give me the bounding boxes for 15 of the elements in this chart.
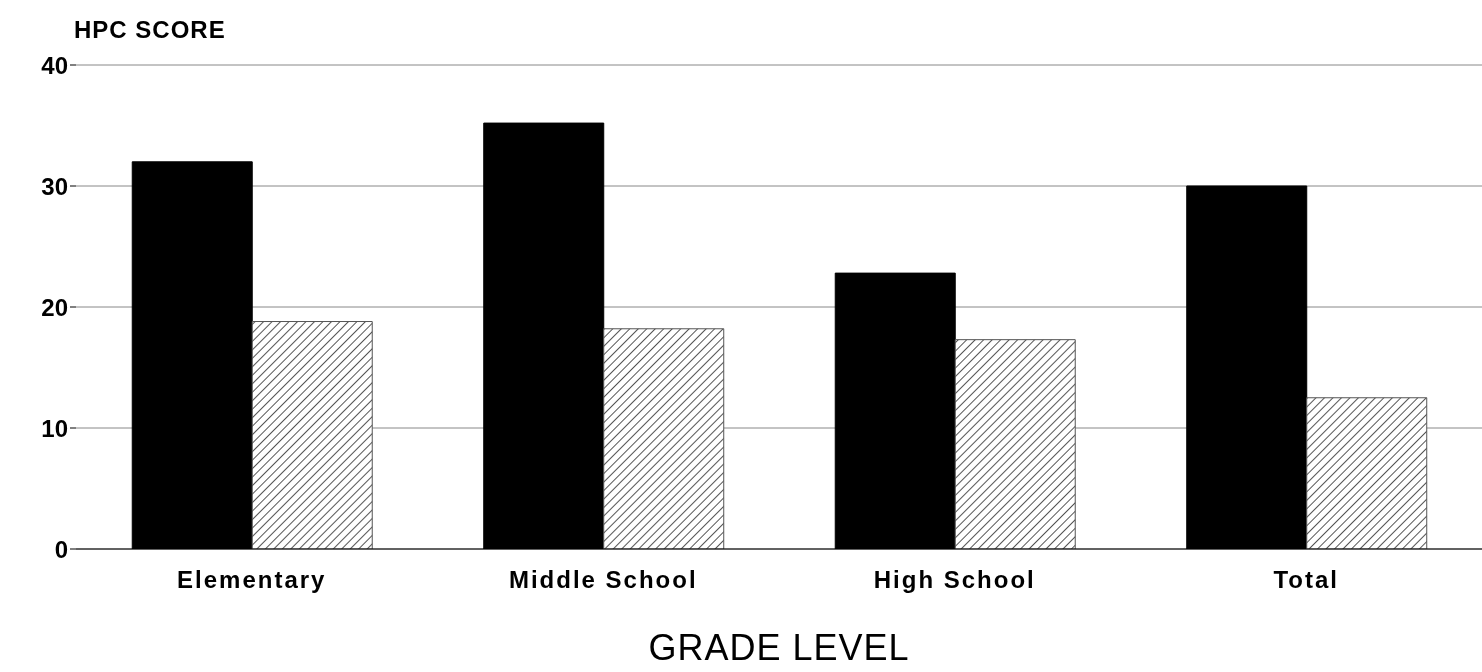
x-tick-label: Middle School xyxy=(508,566,698,594)
y-tick-label: 20 xyxy=(41,293,68,321)
y-tick-label: 10 xyxy=(41,414,68,442)
y-tick-label: 40 xyxy=(41,51,68,79)
bar xyxy=(954,339,1076,549)
x-tick-label: Elementary xyxy=(177,566,327,594)
y-tick-label: 30 xyxy=(41,172,68,200)
x-tick-label: High School xyxy=(873,566,1036,594)
bar xyxy=(1306,397,1428,549)
y-axis-title: HPC SCORE xyxy=(74,16,226,44)
bar xyxy=(603,328,725,549)
y-tick-label: 0 xyxy=(54,535,68,563)
x-axis-title: GRADE LEVEL xyxy=(648,627,910,668)
bar xyxy=(251,321,373,549)
x-tick-label: Total xyxy=(1273,566,1340,594)
